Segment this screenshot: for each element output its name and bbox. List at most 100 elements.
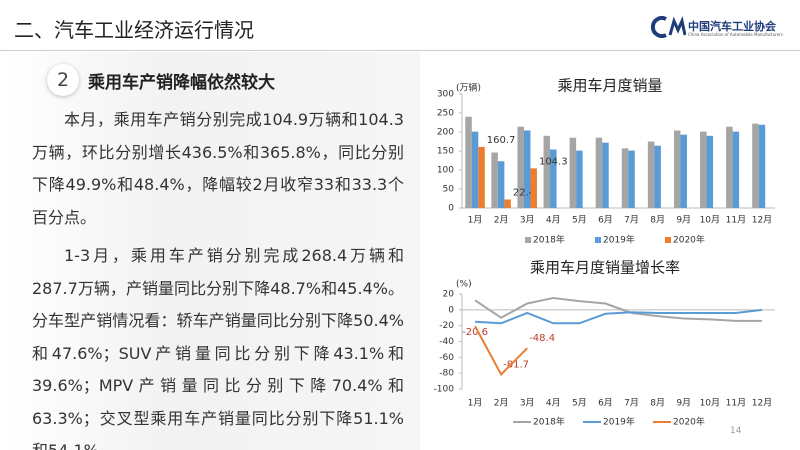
x-tick-label: 7月 xyxy=(624,215,639,226)
y-axis-label: (%) xyxy=(456,280,472,290)
x-tick-label: 1月 xyxy=(468,215,483,226)
bar xyxy=(732,131,740,208)
page-number: 14 xyxy=(730,426,742,436)
data-label: -20.6 xyxy=(462,327,488,338)
legend-marker xyxy=(595,237,601,243)
y-tick-label: 0 xyxy=(448,305,454,315)
x-tick-label: 3月 xyxy=(520,398,535,409)
bar xyxy=(523,130,531,208)
y-axis-label: (万辆) xyxy=(456,82,481,94)
legend-marker xyxy=(665,237,671,243)
x-tick-label: 11月 xyxy=(726,215,746,226)
y-tick-label: 20 xyxy=(443,290,455,300)
logo-text: 中国汽车工业协会 xyxy=(688,20,776,33)
x-tick-label: 1月 xyxy=(468,398,483,409)
bar xyxy=(595,137,603,208)
bar xyxy=(530,168,537,208)
x-tick-label: 4月 xyxy=(546,215,561,226)
x-tick-label: 5月 xyxy=(572,398,587,409)
y-tick-label: 300 xyxy=(437,90,454,100)
y-tick-label: -80 xyxy=(439,369,454,379)
bar xyxy=(647,141,655,208)
x-tick-label: 9月 xyxy=(676,398,691,409)
legend-label: 2019年 xyxy=(603,234,635,246)
bar xyxy=(504,199,511,208)
bar xyxy=(478,146,485,208)
bar xyxy=(726,126,733,208)
bar xyxy=(465,116,472,208)
x-tick-label: 4月 xyxy=(546,398,561,409)
x-tick-label: 6月 xyxy=(598,215,613,226)
paragraph: 本月，乘用车产销分别完成104.9万辆和104.3万辆，环比分别增长436.5%… xyxy=(32,110,404,227)
x-tick-label: 8月 xyxy=(650,215,665,226)
y-tick-label: -60 xyxy=(439,353,454,363)
bar xyxy=(471,131,479,208)
bar xyxy=(706,135,714,208)
bar xyxy=(673,130,681,208)
text-panel xyxy=(0,52,420,450)
bar xyxy=(550,149,557,208)
bar xyxy=(491,152,498,208)
chart-title: 乘用车月度销量 xyxy=(557,77,662,95)
line-series xyxy=(474,325,528,377)
y-tick-label: -20 xyxy=(439,321,454,331)
line-series xyxy=(474,296,762,322)
x-tick-label: 10月 xyxy=(700,215,720,226)
bar xyxy=(621,148,629,208)
legend-label: 2020年 xyxy=(673,416,705,428)
x-tick-label: 6月 xyxy=(598,398,613,409)
x-tick-label: 12月 xyxy=(752,215,772,226)
y-tick-label: -40 xyxy=(439,337,454,347)
y-tick-label: 50 xyxy=(443,185,455,195)
y-tick-label: 150 xyxy=(437,147,454,157)
bar xyxy=(752,123,759,208)
bar xyxy=(576,150,583,208)
legend-label: 2020年 xyxy=(673,234,705,246)
x-tick-label: 9月 xyxy=(676,215,691,226)
slide-title: 二、汽车工业经济运行情况 xyxy=(14,18,254,42)
legend-marker xyxy=(525,237,531,243)
divider xyxy=(0,50,800,51)
bar xyxy=(543,135,551,208)
x-tick-label: 10月 xyxy=(700,398,720,409)
y-tick-label: -100 xyxy=(434,385,455,395)
section-title: 乘用车产销降幅依然较大 xyxy=(88,73,275,93)
bar xyxy=(602,142,609,208)
x-tick-label: 2月 xyxy=(494,215,509,226)
y-tick-label: 200 xyxy=(437,128,454,138)
bar xyxy=(654,145,661,208)
bar xyxy=(497,161,505,208)
paragraph: 1-3月，乘用车产销分别完成268.4万辆和287.7万辆，产销量同比分别下降4… xyxy=(32,246,404,450)
chart-title: 乘用车月度销量增长率 xyxy=(530,259,680,277)
x-tick-label: 12月 xyxy=(752,398,772,409)
bar xyxy=(517,126,524,208)
bar xyxy=(700,131,707,208)
x-tick-label: 5月 xyxy=(572,215,587,226)
data-label: 22.4 xyxy=(513,187,535,198)
logo-subtext: China Association of Automobile Manufact… xyxy=(688,32,783,37)
bar xyxy=(569,137,577,208)
y-tick-label: 100 xyxy=(437,166,454,176)
y-tick-label: 0 xyxy=(448,204,454,214)
logo-mark xyxy=(650,16,686,38)
x-tick-label: 2月 xyxy=(494,398,509,409)
x-tick-label: 7月 xyxy=(624,398,639,409)
data-label: -48.4 xyxy=(529,333,555,344)
data-label: 104.3 xyxy=(539,156,568,167)
y-tick-label: 250 xyxy=(437,109,454,119)
bar xyxy=(628,150,635,208)
data-label: -81.7 xyxy=(503,360,529,371)
legend-label: 2018年 xyxy=(533,234,565,246)
legend-label: 2019年 xyxy=(603,416,635,428)
data-label: 160.7 xyxy=(487,135,516,146)
x-tick-label: 8月 xyxy=(650,398,665,409)
bar xyxy=(680,134,687,208)
line-series xyxy=(474,308,763,325)
x-tick-label: 11月 xyxy=(726,398,746,409)
section-number: 2 xyxy=(47,64,79,96)
bar xyxy=(758,124,766,208)
legend-label: 2018年 xyxy=(533,416,565,428)
x-tick-label: 3月 xyxy=(520,215,535,226)
